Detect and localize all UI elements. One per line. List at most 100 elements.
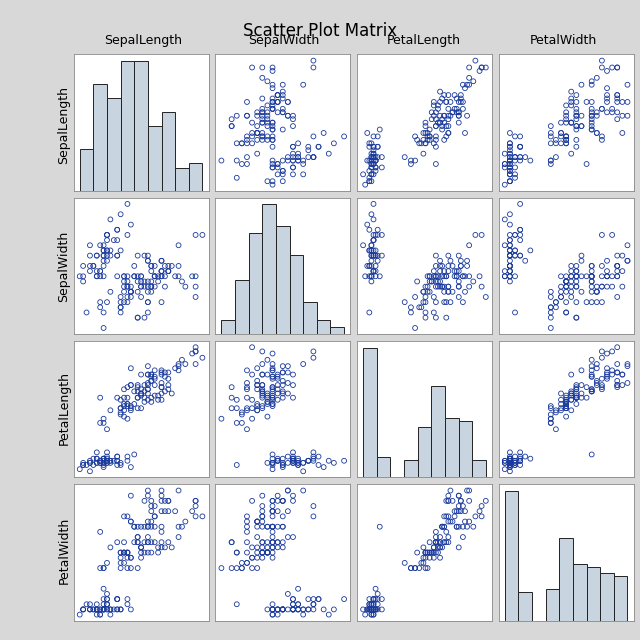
Point [163,374,173,384]
Point [308,152,319,162]
Point [102,558,112,568]
Point [462,255,472,266]
Point [429,100,439,111]
Point [587,276,597,287]
Point [505,454,515,464]
Point [369,604,379,614]
Point [143,250,153,260]
Point [366,240,376,250]
Point [85,466,95,476]
Point [439,282,449,292]
Point [115,552,125,563]
Point [146,506,156,516]
Point [319,128,329,138]
Point [561,135,572,145]
Point [449,90,460,100]
Point [454,107,464,117]
Point [278,90,288,100]
Point [173,522,184,532]
Point [150,261,160,271]
Point [410,292,420,302]
Point [92,604,102,614]
Point [369,169,379,179]
Point [369,604,379,614]
Point [587,282,597,292]
Point [364,307,374,317]
Point [437,522,447,532]
Point [505,163,515,173]
Point [293,456,303,466]
Point [510,458,520,468]
Point [439,522,449,532]
Point [252,401,262,412]
Point [102,599,112,609]
Point [273,97,283,107]
Point [477,282,487,292]
Point [160,282,170,292]
Point [191,282,201,292]
Point [515,141,525,152]
Point [132,532,143,542]
Point [369,604,379,614]
Point [591,380,602,390]
Point [150,511,160,522]
Point [424,271,435,282]
Point [252,516,262,527]
Point [268,124,278,134]
Point [360,609,371,620]
Point [572,114,582,124]
Point [622,361,632,371]
Point [420,307,431,317]
Point [102,456,112,466]
Point [278,388,288,399]
Point [452,506,462,516]
Point [92,604,102,614]
Point [257,369,268,380]
Point [449,104,460,114]
Point [435,261,445,271]
Point [278,387,288,397]
Point [515,230,525,240]
Point [252,552,262,563]
Point [143,380,153,390]
Point [85,456,95,466]
Point [156,395,166,405]
Point [371,604,381,614]
Point [278,392,288,403]
Point [146,276,156,287]
Point [173,365,184,376]
Point [372,230,383,240]
Point [308,501,319,511]
Point [112,456,122,466]
Point [551,138,561,148]
Point [551,407,561,417]
Bar [175,168,189,191]
Point [106,214,116,225]
Point [420,547,431,557]
Point [247,342,257,353]
Point [180,359,191,369]
Point [587,271,597,282]
Point [278,604,288,614]
Point [505,466,515,476]
Point [454,97,464,107]
Point [612,90,622,100]
Point [500,456,510,466]
Point [366,156,376,166]
Point [99,245,109,255]
Point [132,532,143,542]
Point [505,159,515,169]
Point [587,372,597,382]
Point [406,159,416,169]
Point [577,79,587,90]
Point [366,176,376,186]
Point [85,250,95,260]
Point [510,458,520,468]
Point [329,458,339,468]
Point [561,276,572,287]
Point [431,276,441,287]
Point [242,405,252,415]
Point [369,235,379,245]
Point [273,609,283,620]
Point [268,604,278,614]
